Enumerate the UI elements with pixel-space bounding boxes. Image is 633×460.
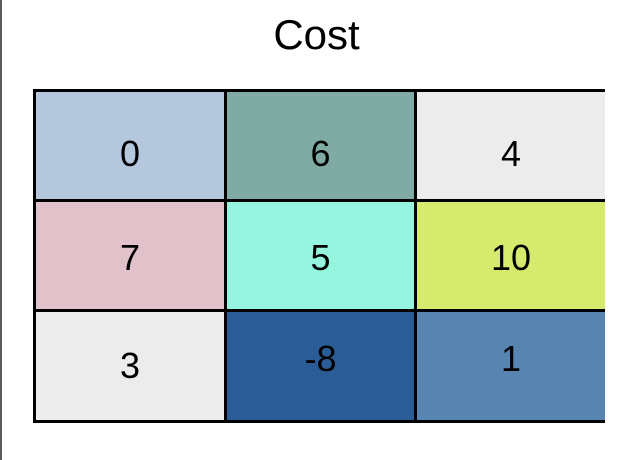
cell-value: 5 <box>310 237 331 278</box>
cell-value: 10 <box>490 237 532 278</box>
grid-cell-r2-c1: -8 <box>227 312 414 420</box>
cell-value: 3 <box>119 345 141 386</box>
grid-cell-r2-c2: 1 <box>417 312 605 420</box>
grid-cell-r0-c2: 4 <box>417 92 605 199</box>
grid-cell-r2-c0: 3 <box>36 312 224 420</box>
grid-cell-r0-c0: 0 <box>36 92 224 199</box>
diagram-title: Cost <box>273 11 360 58</box>
cell-value: 1 <box>500 338 522 379</box>
cell-value: 0 <box>119 133 141 174</box>
cell-value: -8 <box>304 338 337 379</box>
grid-cell-r1-c2: 10 <box>417 202 605 309</box>
grid-cell-r0-c1: 6 <box>227 92 414 199</box>
grid-cell-r1-c0: 7 <box>36 202 224 309</box>
cell-value: 4 <box>500 133 522 174</box>
cell-value: 7 <box>119 237 141 278</box>
cost-grid: 0 6 4 7 5 10 3 -8 1 <box>33 89 605 423</box>
cell-value: 6 <box>310 133 331 174</box>
grid-cell-r1-c1: 5 <box>227 202 414 309</box>
left-border <box>0 0 2 460</box>
